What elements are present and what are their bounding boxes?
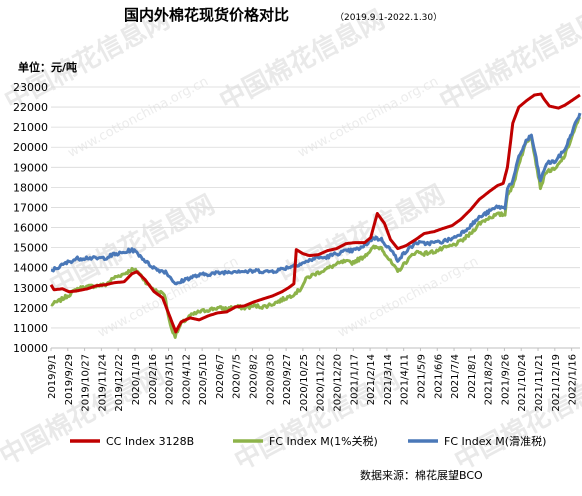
- y-tick-label: 16000: [13, 222, 48, 235]
- y-axis-ticks: 10000 11000 12000 13000 14000 15000 16000 17000…: [13, 81, 48, 355]
- x-tick-label: 2020/9/27: [282, 354, 293, 405]
- x-tick-label: 2021/9/26: [500, 354, 511, 405]
- y-tick-label: 10000: [13, 342, 48, 355]
- x-tick-label: 2019/12/22: [114, 354, 125, 412]
- source-note: 数据来源：棉花展望BCO: [360, 468, 483, 482]
- x-tick-label: 2020/10/25: [299, 354, 310, 412]
- x-tick-label: 2021/3/14: [383, 354, 394, 405]
- y-tick-label: 12000: [13, 302, 48, 315]
- x-tick-label: 2021/8/1: [467, 354, 478, 399]
- legend-label-3: FC Index M(滑准税): [444, 434, 546, 448]
- x-tick-label: 2020/2/16: [148, 354, 159, 405]
- y-tick-label: 18000: [13, 181, 48, 194]
- x-tick-label: 2021/10/24: [517, 354, 528, 412]
- x-tick-label: 2021/1/17: [349, 354, 360, 405]
- y-tick-label: 14000: [13, 262, 48, 275]
- series-lines: [49, 92, 582, 339]
- y-tick-label: 15000: [13, 242, 48, 255]
- series-line-3: [50, 112, 582, 286]
- x-tick-label: 2020/4/12: [181, 354, 192, 405]
- y-tick-label: 19000: [13, 161, 48, 174]
- x-tick-label: 2020/7/5: [232, 354, 243, 399]
- x-tick-label: 2021/6/6: [433, 354, 444, 399]
- y-tick-label: 17000: [13, 201, 48, 214]
- grid: [51, 86, 580, 349]
- x-tick-label: 2021/11/21: [534, 354, 545, 412]
- x-tick-label: 2019/9/29: [64, 354, 75, 405]
- x-tick-label: 2021/7/4: [450, 354, 461, 399]
- x-tick-label: 2020/5/10: [198, 354, 209, 405]
- chart-title: 国内外棉花现货价格对比: [124, 6, 289, 24]
- x-tick-label: 2021/5/9: [416, 354, 427, 399]
- x-tick-label: 2022/1/16: [568, 354, 579, 405]
- x-tick-label: 2019/10/27: [81, 354, 92, 412]
- legend-label-2: FC Index M(1%关税): [269, 434, 378, 448]
- y-tick-label: 23000: [13, 81, 48, 94]
- y-tick-label: 20000: [13, 141, 48, 154]
- unit-label: 单位：元/吨: [18, 60, 77, 74]
- y-tick-label: 22000: [13, 101, 48, 114]
- x-tick-label: 2020/3/15: [165, 354, 176, 405]
- x-axis-ticks: 2019/9/1 2019/9/29 2019/10/27 2019/11/24 201…: [47, 348, 579, 412]
- series-line-1: [49, 92, 581, 334]
- x-tick-label: 2021/8/29: [484, 354, 495, 405]
- y-tick-label: 13000: [13, 282, 48, 295]
- x-tick-label: 2021/2/14: [366, 354, 377, 405]
- x-tick-label: 2020/8/30: [265, 354, 276, 405]
- y-tick-label: 21000: [13, 121, 48, 134]
- x-tick-label: 2020/11/22: [316, 354, 327, 412]
- x-tick-label: 2021/4/11: [400, 354, 411, 405]
- legend-label-1: CC Index 3128B: [106, 435, 194, 448]
- x-tick-label: 2019/9/1: [47, 354, 58, 399]
- chart-title-note: （2019.9.1-2022.1.30）: [335, 12, 442, 23]
- x-tick-label: 2019/11/24: [97, 354, 108, 412]
- x-tick-label: 2020/12/20: [332, 354, 343, 412]
- x-tick-label: 2020/1/19: [131, 354, 142, 405]
- x-tick-label: 2021/12/19: [551, 354, 562, 412]
- legend: CC Index 3128B FC Index M(1%关税) FC Index M…: [70, 434, 546, 448]
- x-tick-label: 2020/6/7: [215, 354, 226, 399]
- y-tick-label: 11000: [13, 322, 48, 335]
- x-tick-label: 2020/8/2: [249, 354, 260, 399]
